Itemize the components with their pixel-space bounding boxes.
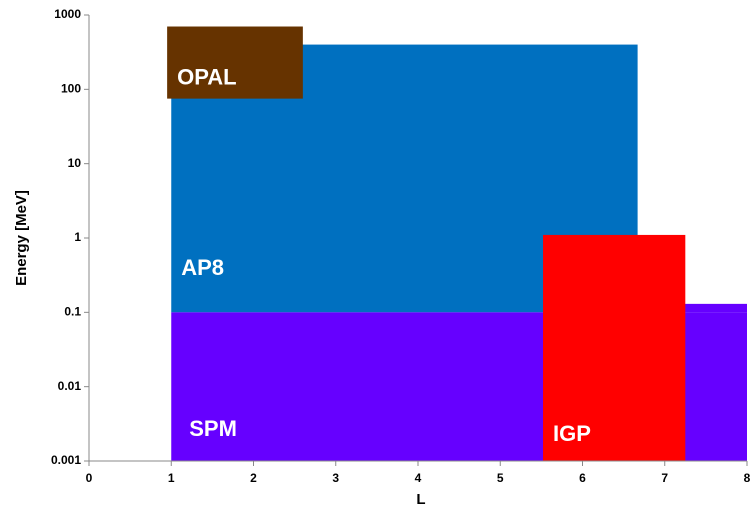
region-box bbox=[167, 26, 303, 99]
y-tick-label: 10 bbox=[68, 156, 82, 170]
region-box bbox=[543, 234, 686, 461]
x-tick-label: 8 bbox=[744, 471, 750, 485]
x-tick-label: 3 bbox=[332, 471, 339, 485]
y-axis-title: Energy [MeV] bbox=[13, 190, 30, 286]
y-tick-label: 1000 bbox=[54, 7, 81, 21]
x-tick-label: 7 bbox=[661, 471, 668, 485]
x-tick-label: 2 bbox=[250, 471, 257, 485]
y-tick-label: 0.001 bbox=[51, 453, 81, 467]
x-tick-label: 4 bbox=[415, 471, 422, 485]
region-label: IGP bbox=[553, 421, 591, 446]
y-tick-label: 100 bbox=[61, 82, 81, 96]
y-tick-label: 0.01 bbox=[58, 379, 82, 393]
region-box bbox=[681, 303, 747, 313]
region-label: SPM bbox=[189, 416, 237, 441]
y-tick-label: 0.1 bbox=[64, 305, 81, 319]
x-tick-label: 0 bbox=[86, 471, 93, 485]
y-tick-label: 1 bbox=[74, 230, 81, 244]
x-axis-title: L bbox=[416, 491, 425, 508]
region-label: OPAL bbox=[177, 64, 236, 89]
x-tick-label: 5 bbox=[497, 471, 504, 485]
region-label: AP8 bbox=[181, 255, 224, 280]
x-tick-label: 1 bbox=[168, 471, 175, 485]
x-tick-label: 6 bbox=[579, 471, 586, 485]
